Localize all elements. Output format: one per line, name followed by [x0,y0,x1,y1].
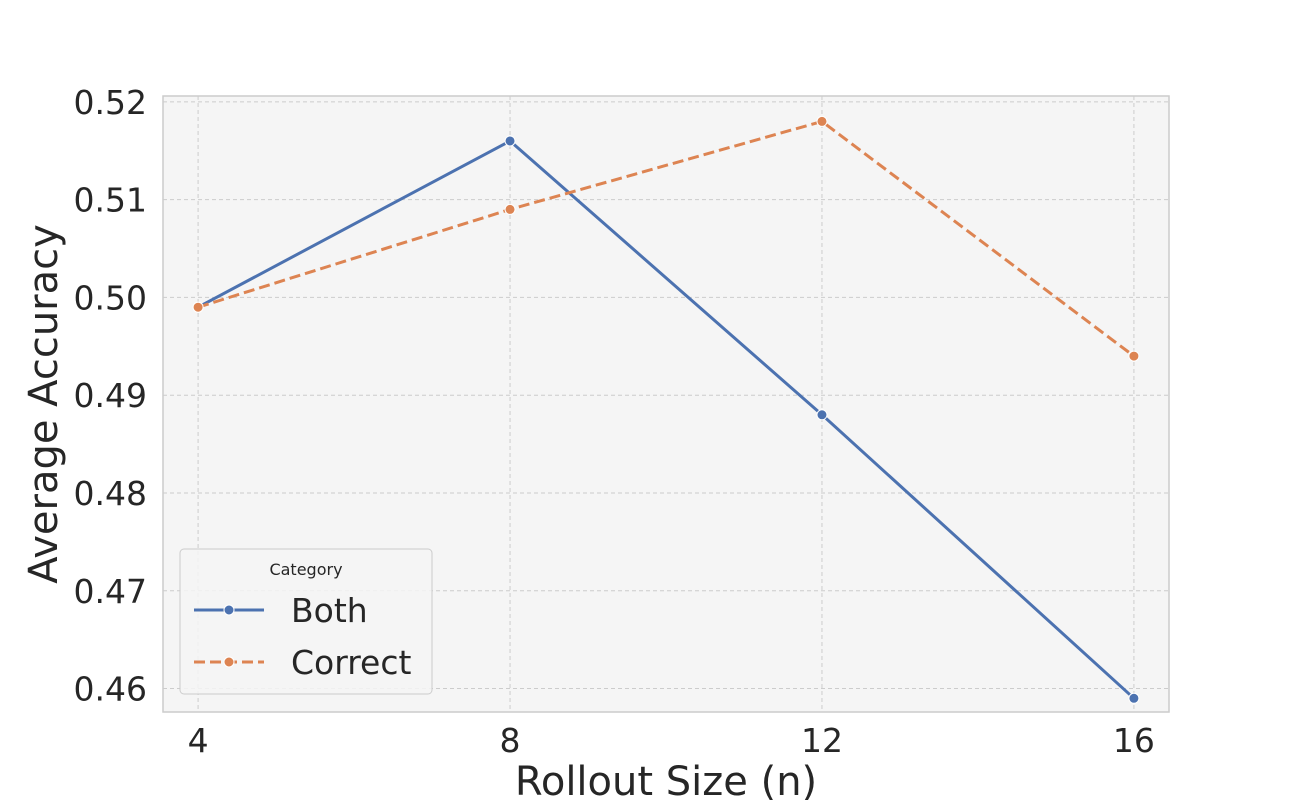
y-tick-label: 0.46 [74,670,147,709]
legend-title: Category [269,560,342,579]
x-tick-label: 12 [801,721,843,760]
legend-marker-both [223,604,235,616]
legend-marker-correct [223,656,235,668]
tick-labels: 4 8 12 16 0.46 0.47 0.48 0.49 0.50 0.51 0.52 [74,83,1155,760]
y-tick-label: 0.51 [74,181,147,220]
plot-frame [162,95,1170,713]
legend: Category Both Correct [179,548,433,695]
series-line-both [197,139,1135,700]
legend-items: Both Correct [194,591,412,682]
series-line-correct [197,119,1135,358]
x-tick-label: 8 [500,721,521,760]
y-tick-label: 0.47 [74,572,147,611]
x-tick-label: 4 [188,721,209,760]
data-point-both [504,135,516,147]
legend-box [179,548,433,695]
data-point-both [1128,692,1140,704]
data-point-correct [816,115,828,127]
y-tick-label: 0.52 [74,83,147,122]
legend-label-both: Both [291,591,368,630]
x-axis-title: Rollout Size (n) [515,759,817,800]
series-layer [192,115,1140,704]
y-tick-label: 0.50 [74,278,147,317]
x-tick-label: 16 [1113,721,1155,760]
data-point-correct [1128,350,1140,362]
y-tick-label: 0.48 [74,474,147,513]
data-point-correct [192,301,204,313]
data-point-both [816,409,828,421]
y-axis-title: Average Accuracy [21,224,67,584]
y-tick-label: 0.49 [74,376,147,415]
legend-label-correct: Correct [291,643,412,682]
data-point-correct [504,203,516,215]
